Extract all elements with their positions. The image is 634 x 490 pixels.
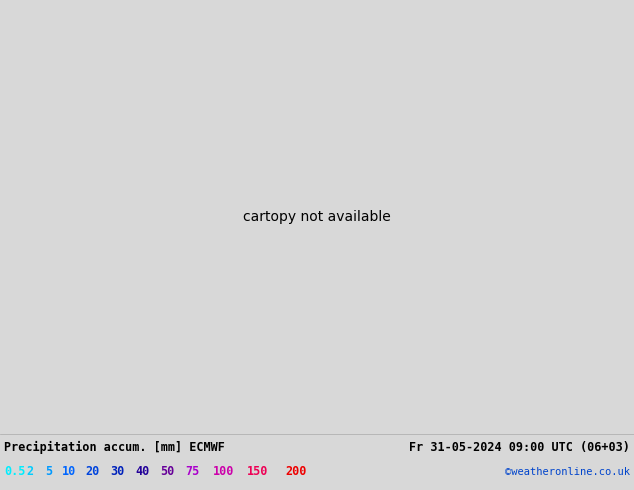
Text: Precipitation accum. [mm] ECMWF: Precipitation accum. [mm] ECMWF [4, 441, 225, 454]
Text: 10: 10 [62, 466, 76, 478]
Text: 0.5: 0.5 [4, 466, 25, 478]
Text: 20: 20 [85, 466, 100, 478]
Text: cartopy not available: cartopy not available [243, 210, 391, 224]
Text: 50: 50 [160, 466, 174, 478]
Text: 2: 2 [26, 466, 33, 478]
Text: 100: 100 [213, 466, 235, 478]
Text: 200: 200 [285, 466, 306, 478]
Text: Fr 31-05-2024 09:00 UTC (06+03): Fr 31-05-2024 09:00 UTC (06+03) [409, 441, 630, 454]
Text: ©weatheronline.co.uk: ©weatheronline.co.uk [505, 467, 630, 477]
Text: 30: 30 [110, 466, 124, 478]
Text: 75: 75 [185, 466, 199, 478]
Text: 150: 150 [247, 466, 268, 478]
Text: 40: 40 [135, 466, 149, 478]
Text: 5: 5 [45, 466, 52, 478]
